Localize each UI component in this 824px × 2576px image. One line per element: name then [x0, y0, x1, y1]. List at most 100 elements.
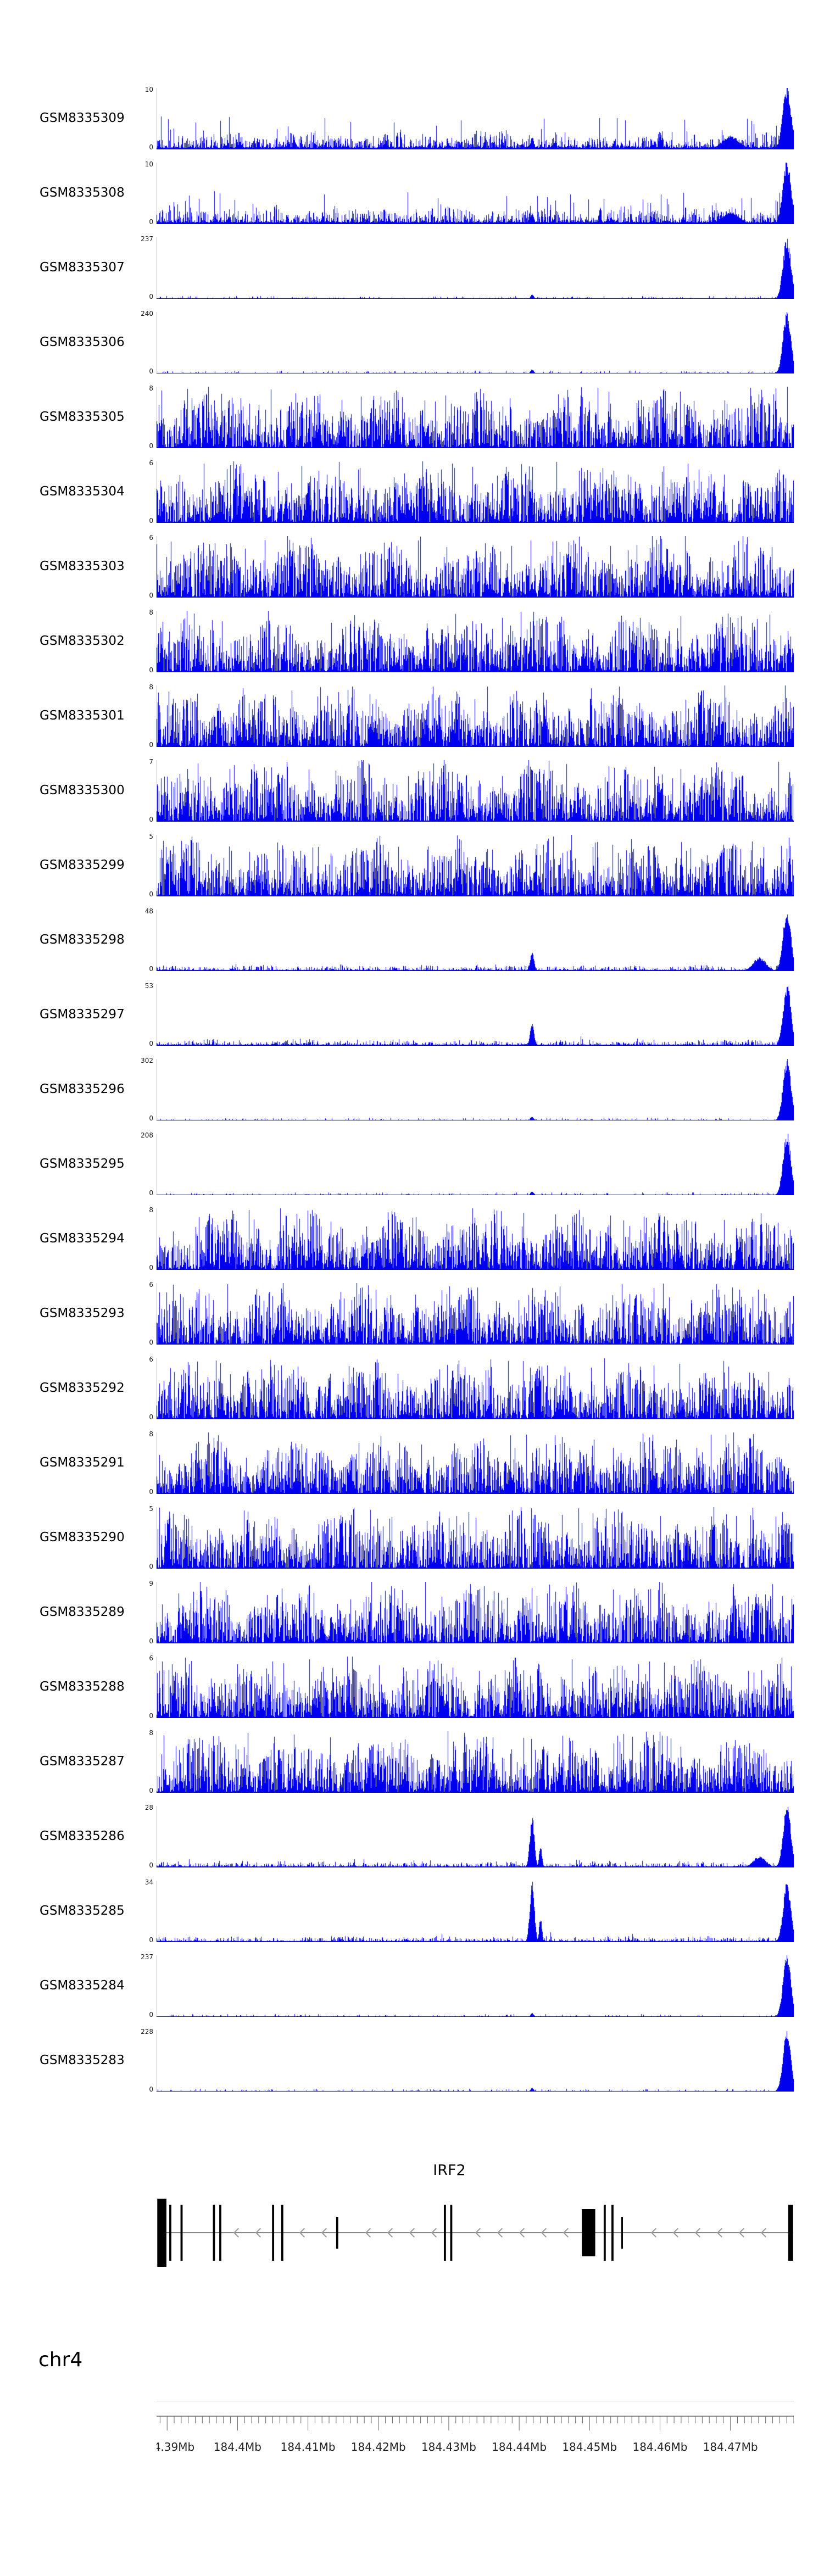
track-row: GSM8335307 237 0	[0, 235, 794, 312]
exon-block	[281, 2205, 283, 2261]
track-ymax-label: 6	[149, 1356, 153, 1363]
track-plot: 10 0	[145, 161, 794, 225]
track-signal-canvas	[157, 1283, 794, 1345]
exon-block	[213, 2205, 215, 2261]
track-ymax-label: 5	[149, 833, 153, 840]
track-sample-label: GSM8335283	[40, 2053, 125, 2067]
track-sample-label: GSM8335291	[40, 1456, 125, 1470]
track-sample-label: GSM8335303	[40, 559, 125, 573]
exon-block	[157, 2199, 166, 2267]
axis-tick-label: 184.44Mb	[492, 2440, 547, 2454]
track-sample-label: GSM8335287	[40, 1754, 125, 1769]
track-sample-label: GSM8335295	[40, 1157, 125, 1171]
strand-arrow-icon	[233, 2228, 239, 2238]
axis-tick-label: 184.42Mb	[351, 2440, 406, 2454]
track-row: GSM8335300 7 0	[0, 759, 794, 835]
track-row: GSM8335289 9 0	[0, 1580, 794, 1657]
track-ymin-label: 0	[149, 1936, 153, 1944]
track-ymax-label: 237	[141, 235, 153, 243]
track-row: GSM8335299 5 0	[0, 833, 794, 910]
exon-block	[443, 2205, 446, 2261]
track-ymin-label: 0	[149, 741, 153, 749]
track-row: GSM8335305 8 0	[0, 385, 794, 461]
track-ymax-label: 34	[144, 1878, 153, 1886]
track-row: GSM8335284 237 0	[0, 1954, 794, 2030]
strand-arrow-icon	[365, 2228, 371, 2238]
track-ymin-label: 0	[149, 1114, 153, 1122]
track-ymax-label: 6	[149, 1281, 153, 1289]
strand-arrow-icon	[563, 2228, 569, 2238]
track-row: GSM8335287 8 0	[0, 1730, 794, 1806]
track-row: GSM8335304 6 0	[0, 460, 794, 536]
strand-arrow-icon	[541, 2228, 547, 2238]
track-plot: 53 0	[145, 983, 794, 1047]
track-signal-canvas	[157, 760, 794, 822]
track-signal-canvas	[157, 1731, 794, 1793]
track-signal-canvas	[157, 984, 794, 1046]
track-ymax-label: 8	[149, 1430, 153, 1438]
track-ymax-label: 48	[144, 907, 153, 915]
track-ymax-label: 228	[141, 2028, 153, 2036]
exon-block	[621, 2217, 623, 2249]
track-signal-canvas	[157, 1432, 794, 1494]
track-row: GSM8335295 208 0	[0, 1132, 794, 1208]
strand-arrow-icon	[716, 2228, 722, 2238]
track-ymax-label: 8	[149, 683, 153, 691]
track-signal-canvas	[157, 1208, 794, 1270]
track-ymin-label: 0	[149, 1712, 153, 1720]
track-row: GSM8335297 53 0	[0, 983, 794, 1059]
exon-block	[169, 2205, 171, 2261]
axis-tick-label: 184.47Mb	[703, 2440, 758, 2454]
track-sample-label: GSM8335307	[40, 260, 125, 275]
track-signal-canvas	[157, 163, 794, 224]
gene-name-label: IRF2	[433, 2162, 466, 2179]
exon-block	[219, 2205, 221, 2261]
strand-arrow-icon	[694, 2228, 700, 2238]
axis-tick-label: 184.41Mb	[281, 2440, 336, 2454]
track-ymin-label: 0	[149, 592, 153, 599]
track-signal-canvas	[157, 2030, 794, 2092]
exon-block	[180, 2205, 183, 2261]
exon-block	[788, 2205, 793, 2261]
axis-tick-label: 184.4Mb	[214, 2440, 261, 2454]
track-ymax-label: 28	[144, 1804, 153, 1811]
signal-tracks-container: GSM8335309 10 0 GSM8335308 10 0 GSM8335307 237 0…	[0, 86, 794, 2105]
track-signal-canvas	[157, 237, 794, 299]
track-signal-canvas	[157, 1358, 794, 1419]
track-ymin-label: 0	[149, 517, 153, 525]
track-signal-canvas	[157, 387, 794, 448]
strand-arrow-icon	[409, 2228, 415, 2238]
axis-tick-label: 184.46Mb	[632, 2440, 687, 2454]
track-sample-label: GSM8335304	[40, 484, 125, 499]
track-ymax-label: 6	[149, 534, 153, 542]
track-sample-label: GSM8335284	[40, 1978, 125, 1993]
track-row: GSM8335283 228 0	[0, 2028, 794, 2105]
track-signal-canvas	[157, 461, 794, 523]
track-row: GSM8335294 8 0	[0, 1207, 794, 1283]
chromosome-label: chr4	[38, 2349, 83, 2371]
track-ymax-label: 7	[149, 758, 153, 766]
track-row: GSM8335291 8 0	[0, 1431, 794, 1507]
track-signal-canvas	[157, 536, 794, 598]
track-ymin-label: 0	[149, 1339, 153, 1346]
track-plot: 28 0	[145, 1804, 794, 1869]
track-ymin-label: 0	[149, 816, 153, 823]
exon-block	[582, 2209, 595, 2256]
track-ymin-label: 0	[149, 1787, 153, 1794]
genome-axis-ruler: 184.39Mb 184.4Mb 184.41Mb 184.42Mb 184.43Mb 1…	[157, 2416, 794, 2454]
track-signal-canvas	[157, 835, 794, 896]
track-signal-canvas	[157, 1806, 794, 1867]
track-ymin-label: 0	[149, 293, 153, 300]
strand-arrow-icon	[255, 2228, 261, 2238]
track-sample-label: GSM8335290	[40, 1530, 125, 1545]
